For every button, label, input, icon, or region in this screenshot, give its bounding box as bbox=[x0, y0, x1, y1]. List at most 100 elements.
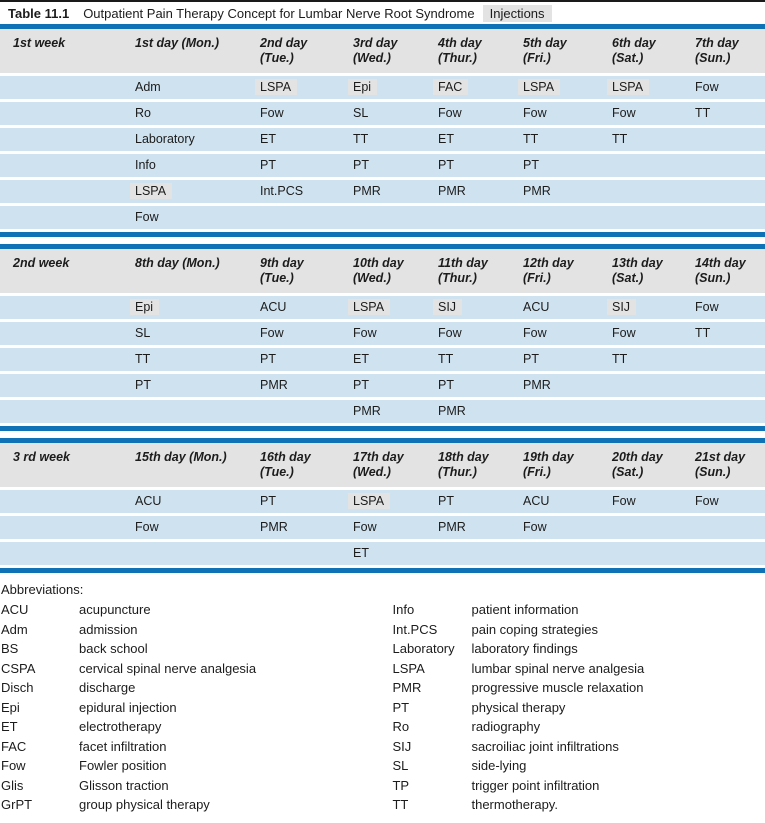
therapy-label: Fow bbox=[260, 326, 284, 340]
table-top-border bbox=[0, 438, 765, 443]
day-header-line1: 8th day (Mon.) bbox=[135, 256, 220, 270]
week-column-spacer bbox=[0, 128, 135, 151]
therapy-cell: TT bbox=[695, 102, 765, 125]
therapy-label: PMR bbox=[260, 520, 288, 534]
therapy-chip: LSPA bbox=[518, 79, 561, 95]
therapy-cell: PT bbox=[438, 374, 523, 397]
therapy-cell: Epi bbox=[348, 76, 438, 99]
therapy-label: PT bbox=[260, 158, 276, 172]
day-header: 8th day (Mon.) bbox=[135, 256, 260, 288]
week-tables: 1st week 1st day (Mon.) 2nd day (Tue.) 3rd d… bbox=[0, 24, 765, 573]
therapy-cell: Info bbox=[135, 154, 260, 177]
abbreviation-item: Glis Glisson traction bbox=[1, 776, 392, 796]
therapy-label: Fow bbox=[135, 520, 159, 534]
therapy-label: ET bbox=[260, 132, 276, 146]
therapy-cell: TT bbox=[612, 128, 695, 151]
week-label: 2nd week bbox=[13, 256, 70, 270]
week-column-spacer bbox=[0, 206, 135, 229]
day-header-line1: 9th day bbox=[260, 256, 304, 270]
day-header-line1: 13th day bbox=[612, 256, 663, 270]
therapy-cell: TT bbox=[135, 348, 260, 371]
therapy-cell bbox=[695, 400, 765, 423]
therapy-label: TT bbox=[135, 352, 151, 366]
therapy-cell: Fow bbox=[523, 102, 612, 125]
week-rows: ACU PT LSPA PT ACU Fow Fow Fow PMR Fow PMR Fow ET bbox=[0, 490, 765, 565]
abbreviation-item: TP trigger point infiltration bbox=[392, 776, 765, 796]
therapy-cell: Fow bbox=[523, 322, 612, 345]
abbreviation-definition: side-lying bbox=[471, 758, 527, 773]
therapy-label: PMR bbox=[353, 184, 381, 198]
abbreviation-definition: admission bbox=[79, 621, 138, 637]
therapy-cell: PMR bbox=[260, 516, 353, 539]
therapy-cell bbox=[612, 542, 695, 565]
therapy-label: TT bbox=[353, 132, 369, 146]
abbreviation-term: Laboratory bbox=[392, 641, 455, 656]
therapy-label: PT bbox=[438, 494, 454, 508]
therapy-label: Fow bbox=[523, 106, 547, 120]
therapy-cell: SIJ bbox=[433, 296, 523, 319]
therapy-cell: Fow bbox=[695, 490, 765, 513]
abbreviation-item: Int.PCS pain coping strategies bbox=[392, 620, 765, 640]
therapy-label: PMR bbox=[523, 184, 551, 198]
therapy-cell: TT bbox=[353, 128, 438, 151]
therapy-label: TT bbox=[438, 352, 454, 366]
day-header-line1: 5th day bbox=[523, 36, 567, 50]
day-header-line2: (Wed.) bbox=[353, 51, 391, 65]
abbreviation-definition: cervical spinal nerve analgesia bbox=[79, 660, 257, 676]
day-header: 21st day (Sun.) bbox=[695, 450, 765, 482]
abbreviation-item: LSPA lumbar spinal nerve analgesia bbox=[392, 659, 765, 679]
table-caption: Outpatient Pain Therapy Concept for Lumb… bbox=[83, 5, 475, 21]
table-top-border bbox=[0, 244, 765, 249]
table-top-border bbox=[0, 24, 765, 29]
therapy-label: Fow bbox=[612, 326, 636, 340]
abbreviation-term: LSPA bbox=[392, 660, 425, 676]
week-column-spacer bbox=[0, 516, 135, 539]
therapy-cell: LSPA bbox=[518, 76, 612, 99]
day-header: 6th day (Sat.) bbox=[612, 36, 695, 68]
abbreviation-term: Glis bbox=[1, 777, 24, 793]
therapy-cell: Ro bbox=[135, 102, 260, 125]
therapy-label: PT bbox=[353, 158, 369, 172]
therapy-label: Fow bbox=[438, 326, 462, 340]
day-header-line1: 14th day bbox=[695, 256, 746, 270]
therapy-chip: LSPA bbox=[255, 79, 298, 95]
therapy-label: Int.PCS bbox=[260, 184, 304, 198]
therapy-cell: Int.PCS bbox=[260, 180, 353, 203]
therapy-label: PMR bbox=[523, 378, 551, 392]
day-header-line2: (Sat.) bbox=[612, 465, 644, 479]
therapy-cell bbox=[135, 542, 260, 565]
week-column-spacer bbox=[0, 400, 135, 423]
therapy-cell: PT bbox=[438, 154, 523, 177]
therapy-chip: LSPA bbox=[348, 299, 391, 315]
therapy-cell bbox=[523, 206, 612, 229]
abbreviations-column-left: ACU acupuncture Adm admission BS back school C… bbox=[1, 600, 392, 815]
day-header-line2: (Fri.) bbox=[523, 51, 551, 65]
day-header-line1: 7th day bbox=[695, 36, 739, 50]
day-header-line1: 16th day bbox=[260, 450, 311, 464]
therapy-label: PT bbox=[523, 158, 539, 172]
table-row: TT PT ET TT PT TT bbox=[0, 348, 765, 371]
day-header: 2nd day (Tue.) bbox=[260, 36, 353, 68]
therapy-label: Info bbox=[135, 158, 156, 172]
therapy-label: PT bbox=[438, 158, 454, 172]
day-header-line1: 15th day (Mon.) bbox=[135, 450, 227, 464]
therapy-cell: ET bbox=[353, 348, 438, 371]
abbreviation-item: Laboratory laboratory findings bbox=[392, 639, 765, 659]
day-header-line2: (Sat.) bbox=[612, 51, 644, 65]
week-rows: Epi ACU LSPA SIJ ACU SIJ Fow SL Fow Fow Fow Fow Fow T… bbox=[0, 296, 765, 423]
therapy-label: Fow bbox=[135, 210, 159, 224]
therapy-cell: SL bbox=[135, 322, 260, 345]
table-row: PT PMR PT PT PMR bbox=[0, 374, 765, 397]
therapy-cell: PT bbox=[135, 374, 260, 397]
abbreviation-term: Info bbox=[392, 602, 415, 617]
therapy-cell: LSPA bbox=[255, 76, 353, 99]
week-column-spacer bbox=[0, 76, 135, 99]
therapy-label: Fow bbox=[353, 520, 377, 534]
therapy-cell: PT bbox=[260, 348, 353, 371]
therapy-cell bbox=[695, 180, 765, 203]
table-bottom-border bbox=[0, 568, 765, 573]
abbreviations-heading: Abbreviations: bbox=[1, 582, 84, 597]
abbreviation-item: Adm admission bbox=[1, 620, 392, 640]
abbreviation-definition: discharge bbox=[79, 680, 136, 695]
